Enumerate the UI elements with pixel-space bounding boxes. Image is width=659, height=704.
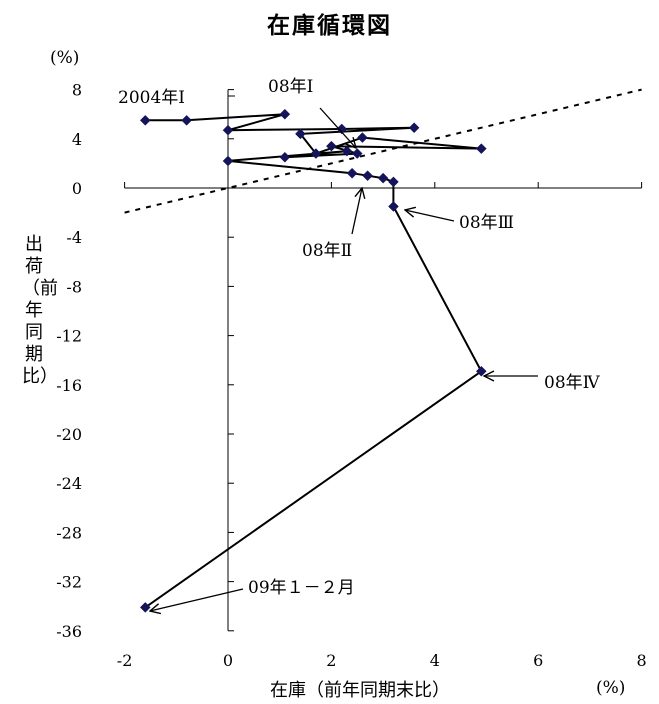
y-tick-label: -36 xyxy=(56,622,82,641)
y-tick-label: -32 xyxy=(56,573,82,592)
annotation-arrow xyxy=(351,188,362,235)
data-point xyxy=(346,167,358,179)
data-point xyxy=(222,155,234,167)
y-tick-label: 4 xyxy=(72,130,82,149)
y-tick-label: -20 xyxy=(56,425,82,444)
y-tick-label: -12 xyxy=(56,327,82,346)
y-axis-label: 出荷（前年同期比） xyxy=(22,234,58,387)
y-axis-unit: (%) xyxy=(50,48,80,68)
x-tick-label: 2 xyxy=(326,651,336,670)
data-point xyxy=(326,140,337,152)
y-tick-label: -16 xyxy=(56,376,82,395)
y-tick-label: -4 xyxy=(66,228,82,247)
data-point xyxy=(222,124,234,136)
annotation-label: 2004年Ⅰ xyxy=(118,88,185,108)
y-tick-label: -8 xyxy=(66,277,82,296)
y-tick-label: -28 xyxy=(56,523,82,542)
y-tick-label: 0 xyxy=(72,179,82,198)
data-point xyxy=(336,123,348,135)
y-tick-label: -24 xyxy=(56,474,82,493)
y-tick-label: 8 xyxy=(72,81,82,100)
data-point xyxy=(388,201,399,212)
data-point xyxy=(377,172,389,184)
data-point xyxy=(475,143,487,154)
annotation-label: 08年Ⅱ xyxy=(302,241,352,261)
data-point xyxy=(139,114,151,126)
data-point xyxy=(279,151,291,163)
annotation-arrow xyxy=(405,210,455,222)
data-point xyxy=(388,176,399,188)
annotation-label: 08年Ⅳ xyxy=(544,373,601,393)
data-point xyxy=(408,122,420,134)
annotation-arrow xyxy=(319,107,356,148)
x-axis-unit: (%) xyxy=(596,678,626,698)
x-axis-label: 在庫（前年同期末比） xyxy=(270,680,450,701)
reference-dashed-line xyxy=(124,88,642,214)
annotation-arrow xyxy=(150,588,244,611)
x-tick-label: -2 xyxy=(117,651,133,670)
annotation-label: 08年Ⅲ xyxy=(459,213,514,233)
x-tick-label: 4 xyxy=(430,651,440,670)
data-point xyxy=(279,108,291,120)
x-tick-label: 8 xyxy=(637,651,647,670)
data-point xyxy=(357,132,368,143)
x-tick-label: 0 xyxy=(223,651,233,670)
annotation-label: 08年Ⅰ xyxy=(268,77,313,97)
data-point xyxy=(295,128,306,140)
data-point xyxy=(310,148,322,159)
chart-title: 在庫循環図 xyxy=(267,13,392,39)
data-point xyxy=(362,170,373,182)
x-tick-label: 6 xyxy=(533,651,543,670)
annotation-label: 09年１－２月 xyxy=(248,578,355,598)
data-point xyxy=(351,148,363,159)
data-point xyxy=(181,114,192,126)
